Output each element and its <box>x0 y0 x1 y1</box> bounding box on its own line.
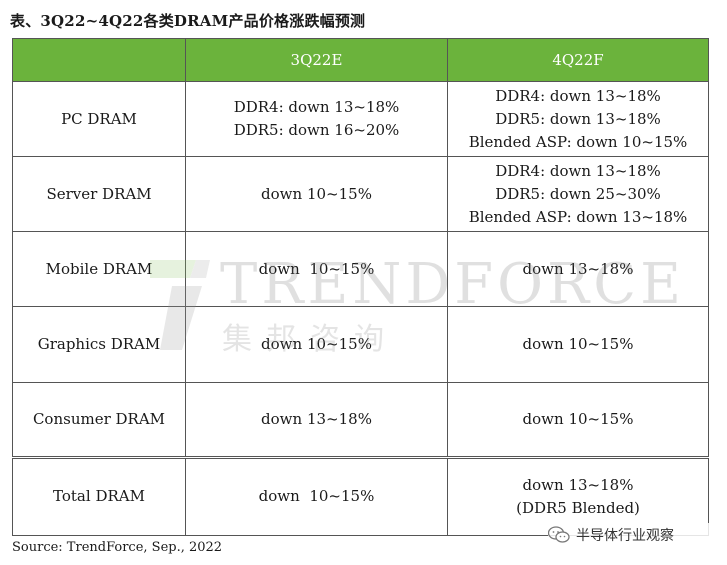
header-3q22e: 3Q22E <box>185 38 448 82</box>
cell-4q22f: down 13~18% (DDR5 Blended) <box>447 455 709 537</box>
table-row: Mobile DRAM down 10~15% down 13~18% <box>12 231 709 308</box>
row-label: Total DRAM <box>12 455 186 537</box>
cell-4q22f: DDR4: down 13~18% DDR5: down 25~30% Blen… <box>447 156 709 233</box>
row-label: PC DRAM <box>12 80 186 158</box>
cell-line: DDR4: down 13~18% <box>495 86 661 105</box>
cell-line: DDR5: down 13~18% <box>495 109 661 128</box>
price-forecast-table-container: 3Q22E 4Q22F PC DRAM DDR4: down 13~18% DD… <box>12 38 709 537</box>
cell-line: DDR4: down 13~18% <box>495 161 661 180</box>
table-title: 表、3Q22~4Q22各类DRAM产品价格涨跌幅预测 <box>10 12 366 30</box>
header-4q22f: 4Q22F <box>447 38 709 82</box>
row-label: Graphics DRAM <box>12 306 186 383</box>
table-row-total: Total DRAM down 10~15% down 13~18% (DDR5… <box>12 455 709 537</box>
row-label: Mobile DRAM <box>12 231 186 308</box>
cell-4q22f: DDR4: down 13~18% DDR5: down 13~18% Blen… <box>447 80 709 158</box>
cell-line: down 13~18% <box>522 475 634 494</box>
cell-line: down 10~15% <box>258 487 375 506</box>
cell-3q22e: down 10~15% <box>185 455 448 537</box>
cell-line: Blended ASP: down 13~18% <box>468 207 688 226</box>
wechat-icon <box>548 526 570 543</box>
wechat-badge: 半导体行业观察 <box>548 523 718 547</box>
price-forecast-table: 3Q22E 4Q22F PC DRAM DDR4: down 13~18% DD… <box>12 38 709 537</box>
source-note: Source: TrendForce, Sep., 2022 <box>12 540 223 555</box>
cell-line: down 13~18% <box>261 409 372 428</box>
cell-line: (DDR5 Blended) <box>516 498 640 517</box>
table-row: PC DRAM DDR4: down 13~18% DDR5: down 16~… <box>12 80 709 158</box>
table-row: Graphics DRAM down 10~15% down 10~15% <box>12 306 709 383</box>
table-row: Consumer DRAM down 13~18% down 10~15% <box>12 381 709 458</box>
cell-3q22e: down 10~15% <box>185 156 448 233</box>
cell-line: down 13~18% <box>522 259 634 278</box>
cell-line: DDR5: down 25~30% <box>495 184 661 203</box>
table-row: Server DRAM down 10~15% DDR4: down 13~18… <box>12 156 709 233</box>
cell-line: down 10~15% <box>522 335 634 354</box>
cell-line: down 10~15% <box>522 409 634 428</box>
cell-4q22f: down 10~15% <box>447 381 709 458</box>
cell-line: Blended ASP: down 10~15% <box>468 132 688 151</box>
cell-4q22f: down 10~15% <box>447 306 709 383</box>
cell-3q22e: down 10~15% <box>185 306 448 383</box>
cell-3q22e: DDR4: down 13~18% DDR5: down 16~20% <box>185 80 448 158</box>
cell-line: down 10~15% <box>261 184 372 203</box>
cell-4q22f: down 13~18% <box>447 231 709 308</box>
cell-line: down 10~15% <box>261 335 372 354</box>
row-label: Server DRAM <box>12 156 186 233</box>
wechat-account-name: 半导体行业观察 <box>576 528 674 544</box>
cell-line: DDR5: down 16~20% <box>233 121 400 140</box>
header-row: 3Q22E 4Q22F <box>12 38 709 82</box>
cell-3q22e: down 13~18% <box>185 381 448 458</box>
cell-line: DDR4: down 13~18% <box>233 98 400 117</box>
cell-line: down 10~15% <box>258 259 375 278</box>
header-product <box>12 38 186 82</box>
row-label: Consumer DRAM <box>12 381 186 458</box>
cell-3q22e: down 10~15% <box>185 231 448 308</box>
